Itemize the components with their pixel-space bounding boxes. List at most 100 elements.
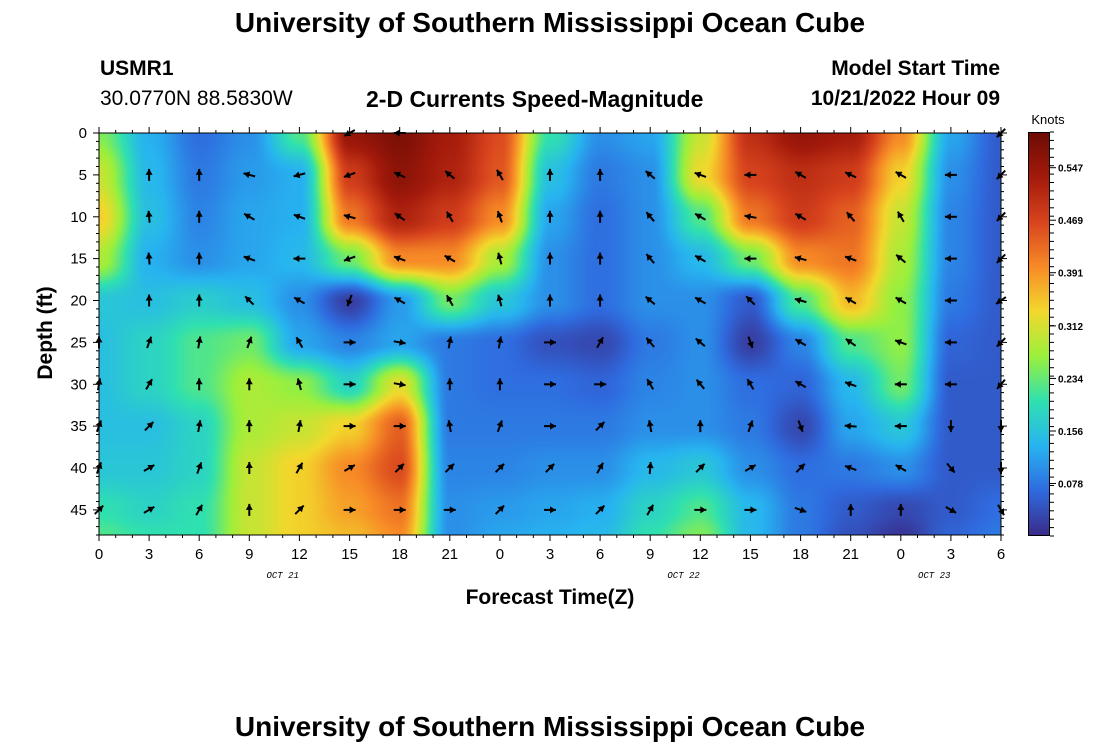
day-label: OCT 22 <box>667 571 700 581</box>
current-vector-arrow <box>747 420 754 433</box>
current-vector-arrow <box>143 506 155 514</box>
current-vector-arrow <box>294 504 305 515</box>
current-vector-arrow <box>393 255 406 262</box>
current-vector-arrow <box>596 168 604 181</box>
current-vector-arrow <box>944 255 957 263</box>
current-vector-arrow <box>343 338 356 346</box>
x-tick-label: 3 <box>546 546 554 563</box>
current-vector-arrow <box>394 212 406 222</box>
current-vector-arrow <box>343 464 356 472</box>
colorbar-tick-label: 0.547 <box>1058 164 1083 175</box>
colorbar <box>1028 132 1050 536</box>
current-vector-arrow <box>545 463 555 473</box>
current-vector-arrow <box>794 297 807 304</box>
x-tick-label: 21 <box>441 546 458 563</box>
colorbar-ticks: 0.547 0.469 0.391 0.312 0.234 0.156 0.078 <box>1050 131 1083 537</box>
current-vector-arrow <box>496 420 504 433</box>
current-vector-arrow <box>944 338 957 346</box>
y-tick-label: 10 <box>70 209 87 226</box>
current-vector-arrow <box>195 294 203 307</box>
current-vector-arrow <box>845 338 857 347</box>
y-tick-label: 30 <box>70 376 87 393</box>
current-vector-arrow <box>195 420 203 433</box>
current-vector-arrow <box>544 338 556 346</box>
y-axis-label: Depth (ft) <box>34 286 57 379</box>
y-tick-label: 20 <box>70 293 87 310</box>
current-vector-arrow <box>646 378 655 390</box>
current-vector-arrow <box>844 464 857 472</box>
current-vector-arrow <box>794 171 807 179</box>
current-vector-arrow <box>496 169 504 181</box>
current-vector-arrow <box>794 506 807 514</box>
x-tick-label: 12 <box>291 546 308 563</box>
colorbar-tick-label: 0.078 <box>1058 480 1083 491</box>
current-vector-arrow <box>444 463 455 473</box>
current-vector-arrow <box>694 506 707 514</box>
current-vector-arrow <box>293 171 306 179</box>
station-id: USMR1 <box>100 57 174 80</box>
current-vector-arrow <box>295 462 304 474</box>
x-tick-label: 15 <box>742 546 759 563</box>
current-vector-arrow <box>744 464 757 472</box>
day-label: OCT 21 <box>266 571 298 581</box>
current-vector-arrow <box>393 171 406 179</box>
current-vector-arrow <box>394 296 406 305</box>
current-vector-arrow <box>343 213 356 221</box>
current-vector-arrow <box>145 294 153 307</box>
current-vector-arrow <box>794 338 807 347</box>
current-vector-arrow <box>847 503 855 516</box>
vector-arrows <box>94 128 1007 516</box>
current-vector-arrow <box>496 336 504 349</box>
current-vector-arrow <box>295 336 304 349</box>
colorbar-tick-label: 0.156 <box>1058 427 1083 438</box>
current-vector-arrow <box>343 255 356 262</box>
current-vector-arrow <box>195 462 203 474</box>
y-tick-label: 35 <box>70 418 87 435</box>
current-vector-arrow <box>794 212 807 221</box>
x-tick-label: 3 <box>145 546 153 563</box>
x-tick-label: 3 <box>947 546 955 563</box>
current-vector-arrow <box>596 462 604 474</box>
colorbar-tick-label: 0.469 <box>1058 216 1083 227</box>
current-vector-arrow <box>645 211 655 222</box>
current-vector-arrow <box>245 462 253 474</box>
current-vector-arrow <box>694 254 706 263</box>
current-vector-arrow <box>145 378 153 390</box>
current-vector-arrow <box>694 296 706 305</box>
current-vector-arrow <box>645 337 655 348</box>
y-tick-label: 25 <box>70 334 87 351</box>
current-vector-arrow <box>394 463 405 473</box>
current-vector-arrow <box>443 506 456 514</box>
current-vector-arrow <box>945 506 957 514</box>
current-vector-arrow <box>944 171 957 179</box>
footer-title: University of Southern Mississippi Ocean… <box>234 711 866 742</box>
current-vector-arrow <box>895 464 907 472</box>
current-vector-arrow <box>343 506 356 514</box>
chart-title: University of Southern Mississippi Ocean… <box>234 7 866 38</box>
current-vector-arrow <box>644 170 656 180</box>
day-label: OCT 23 <box>918 571 951 581</box>
current-vector-arrow <box>596 252 604 265</box>
current-vector-arrow <box>496 378 504 391</box>
current-vector-arrow <box>695 379 705 390</box>
current-vector-arrow <box>894 380 907 388</box>
current-vector-arrow <box>293 213 306 220</box>
current-vector-arrow <box>496 252 504 265</box>
current-vector-arrow <box>296 420 303 433</box>
current-vector-arrow <box>696 420 704 433</box>
current-vector-arrow <box>894 339 907 346</box>
current-vector-arrow <box>445 294 454 307</box>
current-vector-arrow <box>243 255 256 262</box>
x-tick-label: 21 <box>842 546 859 563</box>
current-vector-arrow <box>595 421 606 432</box>
colorbar-tick-label: 0.391 <box>1058 269 1083 280</box>
current-vector-arrow <box>695 463 706 473</box>
current-vector-arrow <box>744 171 757 179</box>
current-vector-arrow <box>393 338 406 346</box>
current-vector-arrow <box>195 504 204 516</box>
current-vector-arrow <box>844 381 857 388</box>
current-vector-arrow <box>346 294 353 307</box>
x-tick-label: 18 <box>391 546 408 563</box>
model-start-value: 10/21/2022 Hour 09 <box>810 87 1000 110</box>
current-vector-arrow <box>393 506 406 514</box>
